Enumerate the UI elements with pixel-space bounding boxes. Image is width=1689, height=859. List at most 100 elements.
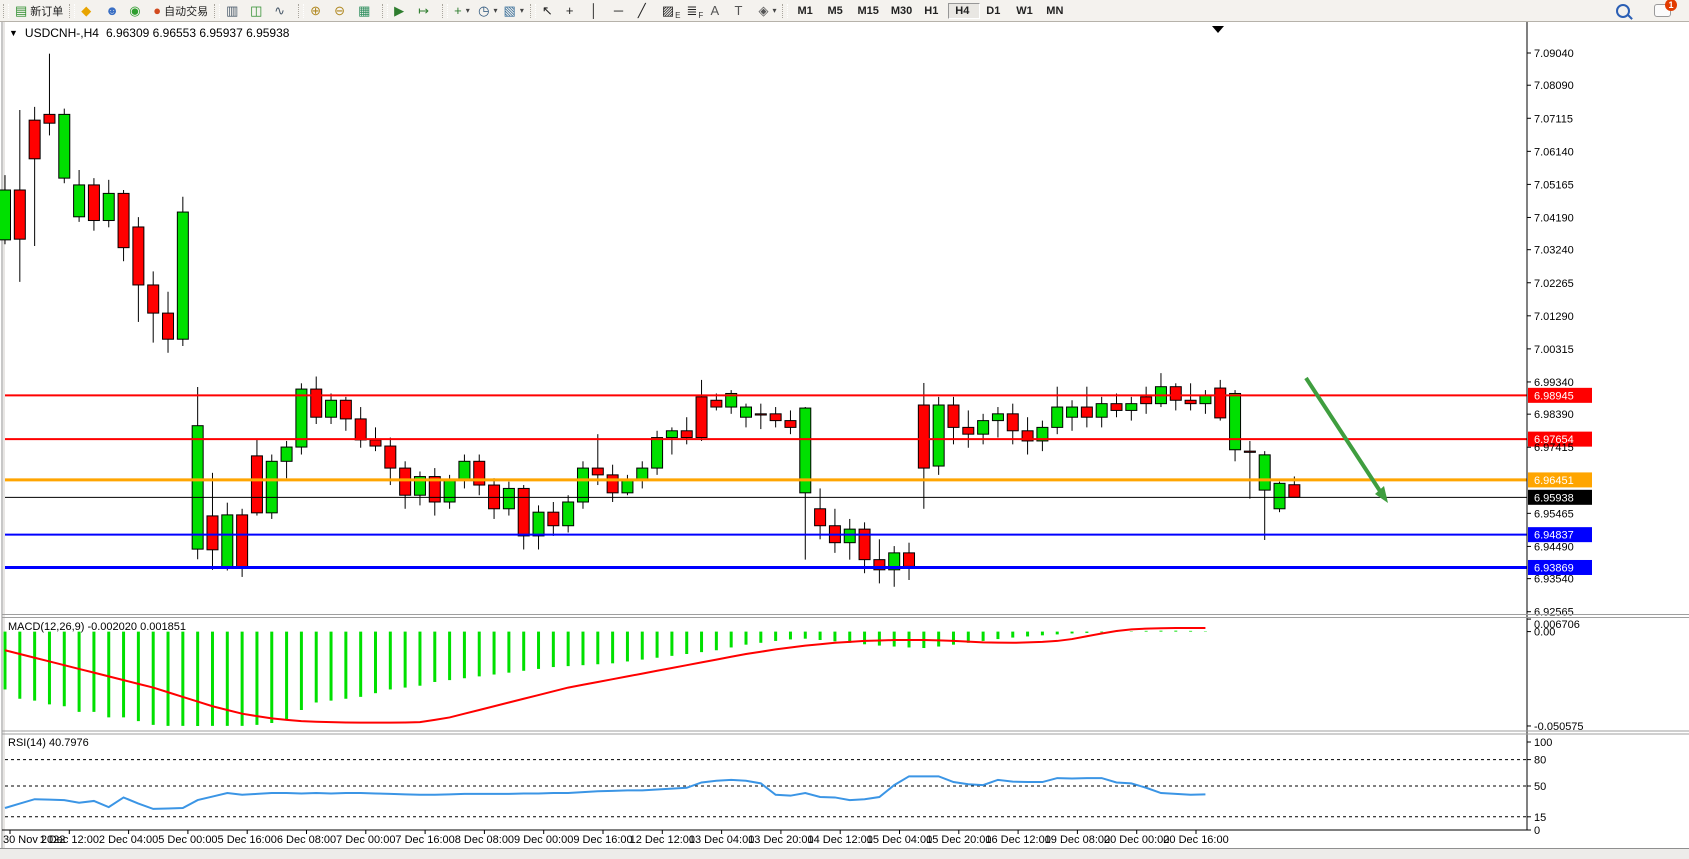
tf-h4-button[interactable]: H4 xyxy=(948,2,981,19)
search-button[interactable] xyxy=(1613,2,1637,20)
templates-button[interactable]: ▧ ▾ xyxy=(501,2,527,20)
support-line-1-badge-label: 6.94837 xyxy=(1534,530,1574,542)
candle-body xyxy=(280,446,293,462)
chart-shift-button[interactable]: ↦ xyxy=(415,2,439,20)
toolbar-grip xyxy=(382,3,389,18)
tf-m1-button[interactable]: M1 xyxy=(791,3,821,19)
one-click-trading-toggle[interactable]: ▼ xyxy=(9,28,18,38)
pivot-line-badge xyxy=(1528,472,1592,488)
tf-m30-button[interactable]: M30 xyxy=(885,3,918,19)
channel-button[interactable]: ▨ E xyxy=(661,2,681,20)
tf-w1-button-label: W1 xyxy=(1016,4,1033,17)
autotrading-button[interactable]: ● 自动交易 xyxy=(150,2,211,20)
zoom-in-button[interactable]: ⊕ xyxy=(307,2,331,20)
ohlc-readout: 6.96309 6.96553 6.95937 6.95938 xyxy=(105,26,290,40)
trendline-button[interactable]: ╱ xyxy=(635,2,659,20)
candle-body xyxy=(665,430,678,439)
support-line-2-badge-label: 6.93869 xyxy=(1534,562,1574,574)
time-axis-label: 1 Dec 12:00 xyxy=(40,834,99,846)
support-line-2-badge xyxy=(1528,559,1592,575)
macd-indicator-label: MACD(12,26,9) -0.002020 0.001851 xyxy=(8,621,186,633)
market-watch-button[interactable]: ◆ xyxy=(78,2,102,20)
zoom-out-button[interactable]: ⊖ xyxy=(331,2,355,20)
tf-d1-button[interactable]: D1 xyxy=(980,3,1010,19)
candle-body xyxy=(799,407,812,494)
zoom-in-icon: ⊕ xyxy=(310,2,322,18)
chat-button[interactable]: 1 xyxy=(1651,0,1677,20)
candle-body xyxy=(843,528,856,544)
macd-axis-label: 0.00 xyxy=(1534,627,1555,639)
text-label-button[interactable]: T xyxy=(731,2,755,20)
price-axis-label: 6.99340 xyxy=(1534,377,1574,389)
chat-bubble-icon: 1 xyxy=(1654,0,1677,17)
price-axis-label: 7.06140 xyxy=(1534,146,1574,158)
horizontal-line-button[interactable]: ─ xyxy=(611,2,635,20)
candle-body xyxy=(221,514,234,568)
candle-body xyxy=(502,487,515,510)
time-axis-label: 9 Dec 16:00 xyxy=(573,834,632,846)
autotrading-button-label: 自动交易 xyxy=(164,5,209,18)
tf-w1-button[interactable]: W1 xyxy=(1010,3,1040,19)
candle-body xyxy=(310,388,323,418)
support-line-1-badge xyxy=(1528,527,1592,543)
fibonacci-button[interactable]: ≣ F xyxy=(686,2,704,20)
candle-body xyxy=(428,476,441,503)
line-chart-button[interactable]: ∿ xyxy=(271,2,295,20)
candle-body xyxy=(517,487,530,537)
fibonacci-icon: ≣ xyxy=(686,2,698,18)
candle-body xyxy=(1095,403,1108,418)
candle-chart-button[interactable]: ◫ xyxy=(247,2,271,20)
indicators-button[interactable]: + ▾ xyxy=(451,2,475,20)
candle-body xyxy=(576,467,589,503)
equidistant-channel-icon: ▨ xyxy=(661,2,675,18)
candle-body xyxy=(888,552,901,571)
tf-h1-button[interactable]: H1 xyxy=(918,3,948,19)
candle-body xyxy=(769,413,782,422)
candle-body xyxy=(339,399,352,420)
text-label-icon: T xyxy=(734,2,743,18)
time-axis-label: 6 Dec 08:00 xyxy=(277,834,336,846)
bar-chart-button[interactable]: ▥ xyxy=(223,2,247,20)
arrows-button[interactable]: ◈ ▾ xyxy=(755,2,779,20)
candle-body xyxy=(206,515,219,551)
tile-windows-button[interactable]: ▦ xyxy=(355,2,379,20)
auto-scroll-button[interactable]: ▶ xyxy=(391,2,415,20)
tf-mn-button[interactable]: MN xyxy=(1040,3,1070,19)
chart-shift-marker[interactable] xyxy=(1212,26,1224,33)
market-watch-icon: ◆ xyxy=(81,2,92,18)
clock-icon: ◷ xyxy=(478,2,490,18)
trend-arrow-annotation[interactable] xyxy=(1304,376,1382,493)
candle-body xyxy=(132,226,145,286)
cursor-button[interactable]: ↖ xyxy=(539,2,563,20)
navigator-button[interactable]: ◉ xyxy=(126,2,150,20)
toolbar-grip xyxy=(214,3,221,18)
candle-body xyxy=(102,192,115,222)
rsi-indicator-label: RSI(14) 40.7976 xyxy=(8,737,89,749)
time-axis-label: 13 Dec 20:00 xyxy=(748,834,813,846)
tf-m5-button[interactable]: M5 xyxy=(821,3,851,19)
time-axis-label: 14 Dec 12:00 xyxy=(807,834,872,846)
price-axis-label: 7.01290 xyxy=(1534,311,1574,323)
data-window-button[interactable]: ☻ xyxy=(102,2,126,20)
tf-m15-button-label: M15 xyxy=(857,4,879,17)
tf-m1-button-label: M1 xyxy=(797,4,813,17)
indicators-icon: + xyxy=(454,2,462,18)
crosshair-button[interactable]: + xyxy=(563,2,587,20)
text-button[interactable]: A xyxy=(707,2,731,20)
new-order-button[interactable]: ▤ 新订单 xyxy=(12,2,66,20)
candle-body xyxy=(1110,403,1123,411)
tf-m15-button[interactable]: M15 xyxy=(851,3,884,19)
candle-body xyxy=(369,439,382,447)
tf-m30-button-label: M30 xyxy=(890,4,913,17)
candle-body xyxy=(162,312,175,340)
chat-badge: 1 xyxy=(1665,0,1677,11)
candle-body xyxy=(1021,430,1034,442)
vertical-line-button[interactable]: │ xyxy=(587,2,611,20)
price-axis-label: 6.95465 xyxy=(1534,508,1574,520)
current-price-line-badge-label: 6.95938 xyxy=(1534,492,1574,504)
time-axis-label: 15 Dec 20:00 xyxy=(926,834,991,846)
trend-arrow-head[interactable] xyxy=(1375,486,1388,503)
periods-button[interactable]: ◷ ▾ xyxy=(475,2,500,20)
time-axis-label: 13 Dec 04:00 xyxy=(689,834,754,846)
